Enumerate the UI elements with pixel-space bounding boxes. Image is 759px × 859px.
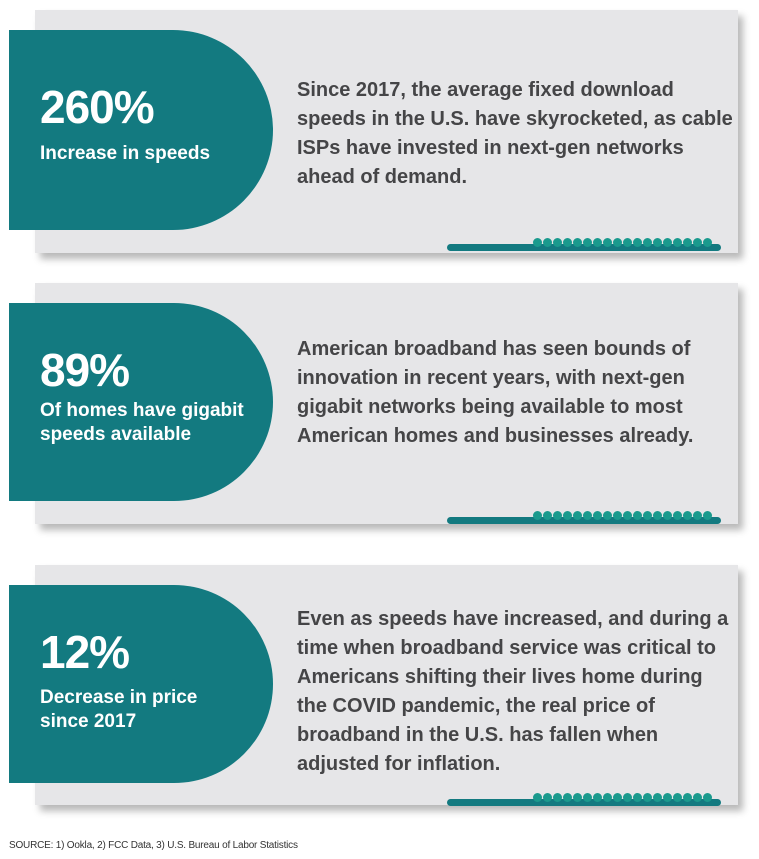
stat-label: Decrease in price since 2017 bbox=[40, 687, 198, 732]
accent-decoration bbox=[447, 238, 721, 252]
stat-badge-speeds: 260% Increase in speeds bbox=[9, 30, 273, 230]
stat-description: American broadband has seen bounds of in… bbox=[297, 338, 694, 447]
stat-description: Even as speeds have increased, and durin… bbox=[297, 608, 729, 775]
stat-badge-gigabit: 89% Of homes have gigabit speeds availab… bbox=[9, 303, 273, 501]
source-citation: SOURCE: 1) Ookla, 2) FCC Data, 3) U.S. B… bbox=[9, 840, 298, 851]
stat-description: Since 2017, the average fixed download s… bbox=[297, 79, 733, 188]
stat-value: 260% bbox=[40, 81, 155, 133]
stat-label: Increase in speeds bbox=[40, 143, 211, 164]
stat-value: 12% bbox=[40, 626, 130, 678]
accent-decoration bbox=[447, 511, 721, 525]
stat-label: Of homes have gigabit speeds available bbox=[40, 400, 244, 445]
stat-value: 89% bbox=[40, 344, 130, 396]
accent-decoration bbox=[447, 793, 721, 807]
stat-badge-price: 12% Decrease in price since 2017 bbox=[9, 585, 273, 783]
